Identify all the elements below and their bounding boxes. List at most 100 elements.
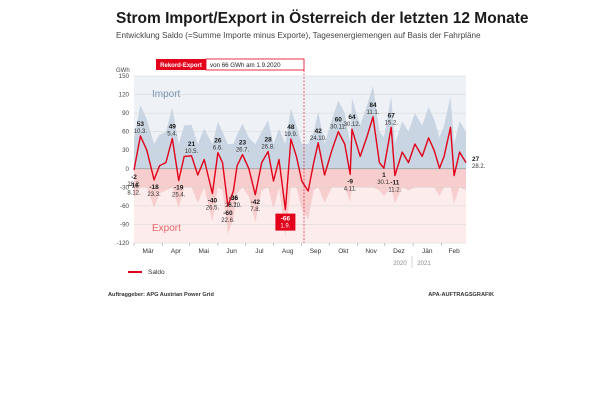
annotation-date: 26.10. [225, 203, 242, 209]
annotation-value: -40 [208, 198, 218, 205]
annotation-value: -18 [149, 184, 159, 191]
annotation-date: 30.12. [344, 122, 361, 128]
y-tick-label: 120 [119, 92, 130, 99]
y-tick-label: 0 [126, 166, 130, 173]
y-tick-label: -60 [120, 203, 130, 210]
annotation-value: 23 [239, 140, 247, 147]
chart-title: Strom Import/Export in Österreich der le… [116, 10, 529, 27]
annotation-value: -42 [251, 199, 261, 206]
export-band [134, 168, 466, 237]
y-axis-ticks: 150 120 90 60 30 0 -30 -60 -90 -120 [117, 73, 130, 247]
record-text: von 66 GWh am 1.9.2020 [210, 62, 281, 69]
annotation-date: 30.11. [330, 125, 347, 131]
import-band-label: Import [152, 89, 181, 100]
chart-subtitle: Entwicklung Saldo (=Summe Importe minus … [116, 31, 481, 40]
year-label: 2020 [393, 261, 407, 267]
record-tag: Rekord-Export [160, 63, 202, 69]
y-tick-label: -90 [120, 221, 130, 228]
annotation-value: -16 [129, 183, 139, 190]
export-band-label: Export [152, 223, 181, 234]
annotation-value: 64 [348, 114, 356, 121]
annotation-date: 26.5. [206, 206, 220, 212]
saldo-line-layer [133, 116, 467, 211]
y-tick-label: 150 [119, 73, 130, 80]
annotation-value: 49 [169, 123, 177, 130]
annotation-date: 24.10. [310, 136, 327, 142]
annotation-date: 6.6. [213, 146, 223, 152]
annotation-date: 30.1. [377, 180, 391, 186]
source-credit: APA-AUFTRAGSGRAFIK [428, 292, 494, 298]
annotation-date: 1.9. [280, 224, 290, 230]
annotation-date: 23.3. [147, 192, 161, 198]
annotation-value: -9 [347, 178, 353, 185]
x-tick-label: Mai [199, 248, 209, 255]
y-tick-label: 30 [122, 147, 129, 154]
annotation-value: -60 [223, 210, 233, 217]
x-tick-label: Okt [338, 248, 348, 255]
annotation-date: 22.6. [221, 218, 235, 224]
x-tick-label: Feb [449, 248, 461, 255]
annotation-date: 10.5. [185, 149, 199, 155]
x-tick-label: Jul [255, 248, 264, 255]
annotation-date: 19.9. [284, 132, 298, 138]
y-tick-label: 90 [122, 110, 129, 117]
annotation-value: 26 [214, 138, 222, 145]
annotation-date: 26.7. [236, 148, 250, 154]
y-tick-label: -120 [117, 240, 130, 247]
annotation-value: 21 [188, 141, 196, 148]
annotation-date: 5.4. [167, 131, 177, 137]
annotation-value: 53 [137, 121, 145, 128]
annotation-date: 8.7. [228, 203, 238, 209]
x-tick-label: Sep [310, 248, 322, 255]
x-tick-label: Jun [226, 248, 237, 255]
import-band [134, 85, 466, 169]
annotation-value: 28 [264, 136, 272, 143]
x-tick-label: Jän [422, 248, 433, 255]
annotation-date: 11.1. [367, 110, 380, 116]
annotation-date: 7.8. [250, 207, 260, 213]
x-tick-label: Dez [393, 248, 405, 255]
annotation-date: 4.11. [344, 186, 357, 192]
x-tick-label: Aug [282, 248, 294, 255]
y-tick-label: -30 [120, 184, 130, 191]
annotation-layer: -228.2.5310.3.-1823.3.495.4.-1925.4.2110… [127, 102, 486, 231]
annotation-date: 15.2. [385, 120, 399, 126]
annotation-value: 42 [315, 128, 323, 135]
annotation-date: 10.3. [134, 129, 148, 135]
record-tag-box [156, 59, 206, 70]
y-tick-label: 60 [122, 129, 129, 136]
annotation-value: -36 [229, 195, 239, 202]
record-callout: Rekord-Export von 66 GWh am 1.9.2020 [156, 58, 305, 243]
annotation-value: -36 [229, 195, 239, 202]
annotation-value: 67 [388, 112, 396, 119]
client-credit: Auftraggeber: APG Austrian Power Grid [108, 292, 214, 298]
annotation-value: -66 [281, 216, 291, 223]
annotation-date: 11.2. [388, 188, 401, 194]
x-tick-label: Nov [365, 248, 377, 255]
annotation-value: 27 [472, 156, 480, 163]
annotation-date: 26.8. [261, 144, 275, 150]
annotation-value: -11 [390, 180, 399, 187]
annotation-value: 60 [335, 117, 343, 124]
legend-label: Saldo [148, 269, 165, 276]
annotation-value: 1 [382, 172, 386, 179]
chart-legend: Saldo [128, 269, 165, 276]
x-axis-ticks: Mär Apr Mai Jun Jul Aug Sep Okt Nov Dez Jän Feb 2020… [133, 243, 461, 268]
y-axis-unit: GWh [116, 68, 130, 74]
saldo-line [133, 116, 467, 211]
annotation-value: 48 [287, 124, 295, 131]
annotation-date: 28.2. [127, 182, 141, 188]
chart-grid [134, 75, 466, 244]
x-tick-label: Apr [171, 248, 182, 255]
record-text-box [205, 58, 305, 71]
annotation-date: 28.2. [472, 164, 486, 170]
annotation-date: 8.12. [127, 191, 141, 197]
annotation-date: 25.4. [172, 193, 186, 199]
annotation-value: -19 [174, 185, 184, 192]
annotation-value: -2 [131, 174, 137, 181]
annotation-value: 84 [369, 102, 377, 109]
year-label: 2021 [417, 261, 431, 267]
record-marker-box [275, 213, 296, 231]
x-tick-label: Mär [143, 248, 155, 255]
